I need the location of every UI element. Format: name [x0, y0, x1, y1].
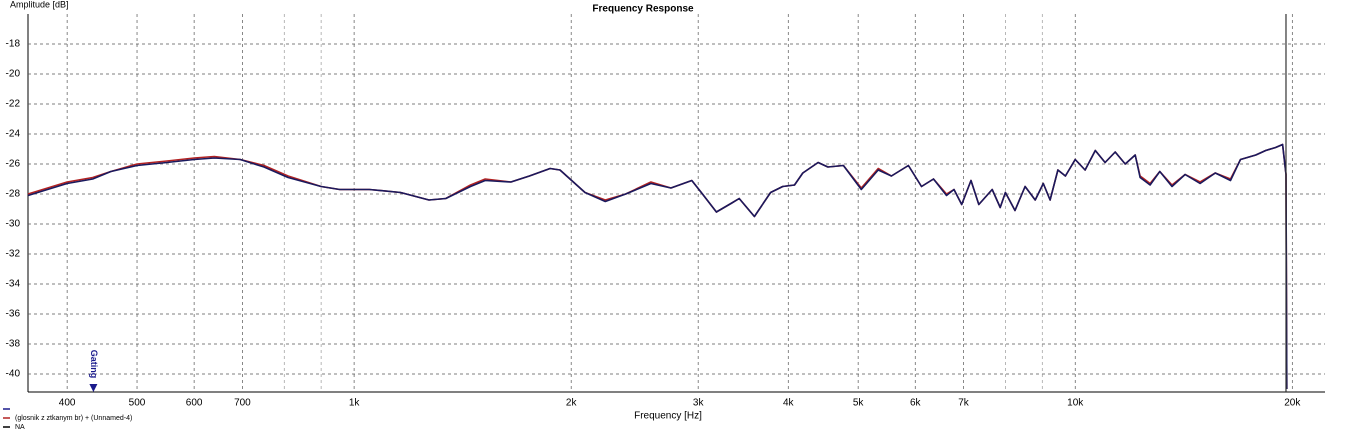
- x-tick-label: 3k: [693, 398, 705, 409]
- x-tick-label: 4k: [783, 398, 795, 409]
- chart-title: Frequency Response: [592, 4, 694, 15]
- y-tick-label: -22: [6, 99, 21, 110]
- y-tick-label: -30: [6, 219, 21, 230]
- x-tick-label: 5k: [853, 398, 865, 409]
- x-tick-label: 6k: [910, 398, 922, 409]
- gating-label: Gating: [89, 350, 99, 379]
- y-tick-label: -38: [6, 339, 21, 350]
- response-curve: [27, 143, 1288, 390]
- x-tick-label: 10k: [1067, 398, 1084, 409]
- y-tick-label: -24: [6, 129, 21, 140]
- x-tick-label: 20k: [1284, 398, 1301, 409]
- response-curve: [27, 143, 1288, 390]
- y-tick-label: -18: [6, 39, 21, 50]
- y-tick-label: -26: [6, 159, 21, 170]
- y-tick-label: -32: [6, 249, 21, 260]
- x-tick-label: 700: [234, 398, 251, 409]
- x-tick-label: 7k: [958, 398, 970, 409]
- x-tick-label: 600: [186, 398, 203, 409]
- x-axis-label: Frequency [Hz]: [634, 411, 702, 422]
- gating-marker: [89, 384, 98, 392]
- x-tick-label: 2k: [566, 398, 578, 409]
- y-tick-label: -40: [6, 369, 21, 380]
- y-tick-label: -36: [6, 309, 21, 320]
- legend-label: (glosnik z ztkanym br) + (Unnamed-4): [15, 415, 132, 422]
- y-axis-label: Amplitude [dB]: [10, 0, 69, 9]
- x-tick-label: 1k: [349, 398, 361, 409]
- x-tick-label: 500: [129, 398, 146, 409]
- y-tick-label: -28: [6, 189, 21, 200]
- y-tick-label: -34: [6, 279, 21, 290]
- x-tick-label: 400: [59, 398, 76, 409]
- y-tick-label: -20: [6, 69, 21, 80]
- legend-label: NA: [15, 424, 25, 431]
